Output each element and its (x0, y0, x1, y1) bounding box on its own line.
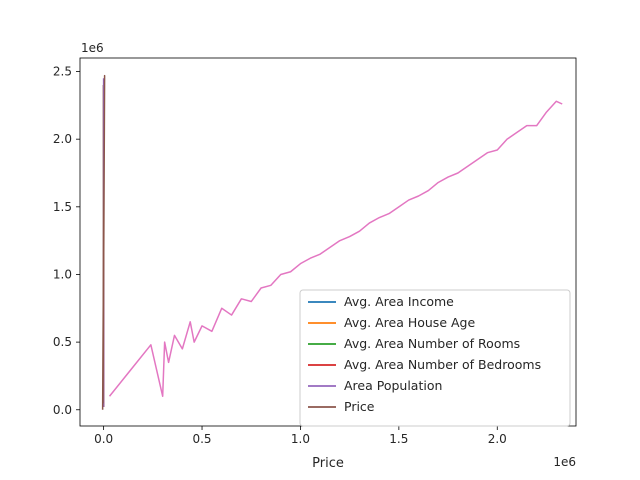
x-tick-label: 2.0 (488, 432, 507, 446)
x-axis-ticks: 0.0 0.5 1.0 1.5 2.0 (94, 426, 507, 446)
legend-entry: Avg. Area Income (344, 294, 454, 309)
legend: Avg. Area Income Avg. Area House Age Avg. … (299, 289, 571, 427)
y-tick-label: 1.0 (53, 267, 72, 281)
y-tick-label: 2.0 (53, 132, 72, 146)
x-axis-label: Price (312, 456, 344, 471)
legend-entry: Price (344, 399, 375, 414)
y-tick-label: 1.5 (53, 200, 72, 214)
x-offset-label: 1e6 (553, 455, 576, 469)
y-tick-label: 0.5 (53, 335, 72, 349)
y-tick-label: 2.5 (53, 65, 72, 79)
x-tick-label: 1.5 (389, 432, 408, 446)
legend-entry: Area Population (344, 378, 442, 393)
series-lines (101, 74, 563, 410)
y-tick-label: 0.0 (53, 403, 72, 417)
series-line-5 (101, 74, 106, 410)
legend-box (299, 289, 571, 427)
legend-entry: Avg. Area Number of Rooms (344, 336, 520, 351)
legend-entry: Avg. Area Number of Bedrooms (344, 357, 541, 372)
series-line-6 (108, 100, 563, 397)
legend-entry: Avg. Area House Age (344, 315, 475, 330)
y-axis-ticks: 0.0 0.5 1.0 1.5 2.0 2.5 (53, 65, 80, 417)
x-tick-label: 0.0 (94, 432, 113, 446)
y-offset-label: 1e6 (81, 41, 104, 55)
x-tick-label: 1.0 (291, 432, 310, 446)
x-tick-label: 0.5 (192, 432, 211, 446)
